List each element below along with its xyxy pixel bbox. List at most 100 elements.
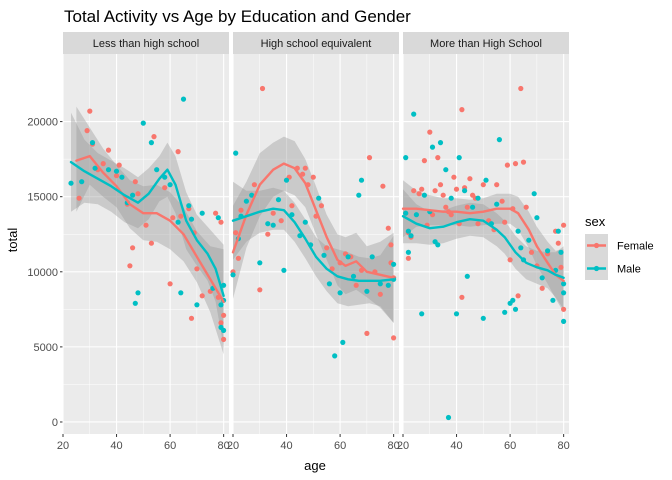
data-point xyxy=(534,215,540,221)
data-point xyxy=(132,179,138,185)
confidence-band xyxy=(403,180,564,313)
y-tick-label: 5000 xyxy=(34,342,58,354)
panel-background xyxy=(233,54,399,434)
data-point xyxy=(550,297,556,303)
facet-strip xyxy=(233,32,399,54)
data-point xyxy=(504,162,510,168)
data-point xyxy=(221,336,227,342)
data-point xyxy=(135,191,141,197)
data-point xyxy=(221,327,227,333)
data-point xyxy=(148,240,154,246)
data-point xyxy=(561,306,567,312)
data-point xyxy=(403,155,409,161)
data-point xyxy=(391,261,397,267)
data-point xyxy=(167,182,173,188)
data-point xyxy=(467,176,473,182)
data-point xyxy=(494,182,500,188)
data-point xyxy=(539,285,545,291)
data-point xyxy=(170,215,176,221)
data-point xyxy=(411,188,417,194)
data-point xyxy=(518,245,524,251)
data-point xyxy=(528,249,535,255)
data-point xyxy=(408,233,414,239)
data-point xyxy=(494,201,500,207)
data-point xyxy=(353,282,359,288)
legend-key: Female xyxy=(585,234,654,257)
data-point xyxy=(443,204,449,210)
data-point xyxy=(130,192,136,198)
confidence-band xyxy=(76,106,224,355)
data-point xyxy=(435,155,441,161)
facet-panel: More than High School 20 40 60 80 xyxy=(397,32,570,452)
data-point xyxy=(105,147,112,153)
data-point xyxy=(364,288,370,294)
x-tick-label: 80 xyxy=(558,440,570,452)
data-point xyxy=(143,222,149,228)
data-point xyxy=(377,291,383,297)
data-point xyxy=(539,275,545,281)
data-point xyxy=(356,192,362,198)
data-point xyxy=(259,85,266,92)
data-point xyxy=(332,353,338,359)
facet-panel: High school equivalent 20 40 60 80 xyxy=(227,32,400,452)
data-point xyxy=(318,203,324,209)
data-point xyxy=(480,182,486,188)
data-point xyxy=(462,188,468,194)
data-point xyxy=(302,165,308,171)
data-point xyxy=(154,167,160,173)
data-point xyxy=(100,161,106,167)
data-point xyxy=(526,237,532,243)
data-point xyxy=(358,177,365,183)
data-point xyxy=(127,263,133,269)
data-point xyxy=(350,273,357,279)
data-point xyxy=(289,203,295,209)
facet-strip-label: More than High School xyxy=(430,38,542,50)
data-point xyxy=(175,219,181,225)
data-point xyxy=(518,85,524,92)
data-point xyxy=(440,192,446,198)
data-point xyxy=(316,195,322,201)
data-point xyxy=(218,219,224,225)
data-point xyxy=(113,173,120,179)
data-point xyxy=(345,254,351,260)
data-point xyxy=(366,155,373,161)
data-point xyxy=(113,168,120,174)
data-point xyxy=(188,216,195,222)
data-point xyxy=(92,165,98,171)
x-tick-label: 60 xyxy=(334,440,346,452)
data-point xyxy=(561,318,567,324)
data-point xyxy=(151,134,157,140)
smooth-line xyxy=(401,214,565,279)
data-point xyxy=(257,260,263,266)
data-point xyxy=(233,150,239,156)
data-point xyxy=(435,242,441,248)
data-point xyxy=(199,210,205,216)
data-point xyxy=(148,140,154,146)
data-point xyxy=(243,198,249,204)
data-point xyxy=(249,192,255,198)
data-point xyxy=(475,195,481,201)
data-point xyxy=(230,272,236,278)
data-point xyxy=(512,306,519,312)
data-point xyxy=(369,254,375,260)
data-point xyxy=(496,137,502,143)
data-point xyxy=(443,167,449,173)
data-point xyxy=(162,185,168,191)
data-point xyxy=(188,315,195,321)
data-point xyxy=(453,311,460,317)
data-point xyxy=(502,219,508,225)
data-point xyxy=(302,219,308,225)
legend-label: Male xyxy=(617,264,641,276)
x-tick-label: 60 xyxy=(504,440,516,452)
legend-keys: Female Male xyxy=(585,234,654,280)
data-point xyxy=(265,231,271,237)
data-point xyxy=(251,182,257,188)
data-point xyxy=(437,140,444,146)
data-point xyxy=(507,257,513,263)
data-point xyxy=(510,297,516,303)
smooth-line xyxy=(75,154,225,303)
data-point xyxy=(427,129,433,135)
y-tick-label: 0 xyxy=(52,417,58,429)
facet-strip-label: High school equivalent xyxy=(261,38,372,50)
data-point xyxy=(385,282,391,288)
